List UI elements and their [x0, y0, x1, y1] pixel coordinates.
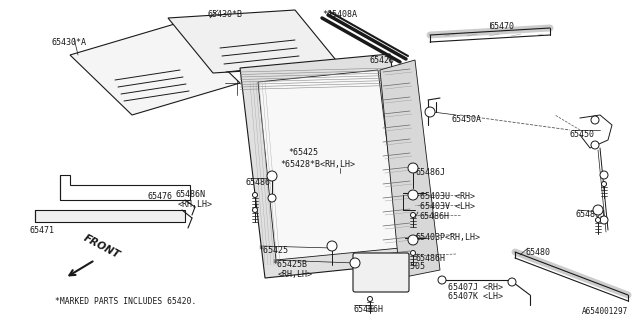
Text: 65403P<RH,LH>: 65403P<RH,LH> — [415, 233, 480, 242]
Circle shape — [602, 181, 607, 187]
Circle shape — [367, 297, 372, 301]
Circle shape — [600, 216, 608, 224]
Text: 65420: 65420 — [370, 56, 395, 65]
Circle shape — [410, 251, 415, 255]
Polygon shape — [380, 60, 440, 278]
Text: 65486T: 65486T — [246, 178, 276, 187]
Text: 65471: 65471 — [30, 226, 55, 235]
Text: 65430*B: 65430*B — [208, 10, 243, 19]
Text: FRONT: FRONT — [82, 233, 122, 260]
Circle shape — [408, 163, 418, 173]
Polygon shape — [70, 23, 240, 115]
Circle shape — [267, 171, 277, 181]
Circle shape — [425, 107, 435, 117]
Text: 65403U <RH>: 65403U <RH> — [420, 192, 475, 201]
Polygon shape — [258, 70, 400, 260]
Circle shape — [508, 278, 516, 286]
Text: <RH,LH>: <RH,LH> — [178, 200, 213, 209]
Polygon shape — [168, 10, 340, 73]
Circle shape — [268, 194, 276, 202]
Circle shape — [327, 241, 337, 251]
Circle shape — [350, 258, 360, 268]
Text: 65450A: 65450A — [452, 115, 482, 124]
Text: *65408A: *65408A — [322, 10, 357, 19]
Text: 65430*A: 65430*A — [52, 38, 87, 47]
Circle shape — [593, 205, 603, 215]
Text: *65425: *65425 — [288, 148, 318, 157]
Text: <RH,LH>: <RH,LH> — [278, 270, 313, 279]
Text: FIG.505: FIG.505 — [390, 262, 425, 271]
Text: 65480: 65480 — [526, 248, 551, 257]
Circle shape — [410, 212, 415, 218]
Text: 65486H: 65486H — [420, 212, 450, 221]
Text: 65407J <RH>: 65407J <RH> — [448, 283, 503, 292]
Circle shape — [595, 218, 600, 222]
Text: 65450: 65450 — [570, 130, 595, 139]
Text: *MARKED PARTS INCLUDES 65420.: *MARKED PARTS INCLUDES 65420. — [55, 297, 196, 306]
Text: 65470: 65470 — [490, 22, 515, 31]
Text: 65486J: 65486J — [575, 210, 605, 219]
Text: 65407K <LH>: 65407K <LH> — [448, 292, 503, 301]
FancyBboxPatch shape — [353, 253, 409, 292]
Circle shape — [408, 190, 418, 200]
Circle shape — [408, 235, 418, 245]
Circle shape — [591, 141, 599, 149]
Text: 65486J: 65486J — [416, 168, 446, 177]
Circle shape — [438, 276, 446, 284]
Text: 65486H: 65486H — [415, 254, 445, 263]
Text: A654001297: A654001297 — [582, 307, 628, 316]
Circle shape — [591, 116, 599, 124]
Circle shape — [600, 171, 608, 179]
Text: 65486N: 65486N — [175, 190, 205, 199]
Text: 65486H: 65486H — [354, 305, 384, 314]
Text: *65425B: *65425B — [272, 260, 307, 269]
Polygon shape — [240, 54, 420, 278]
Text: 65476: 65476 — [148, 192, 173, 201]
Polygon shape — [35, 210, 185, 222]
Text: 65403V <LH>: 65403V <LH> — [420, 202, 475, 211]
Text: *65425: *65425 — [258, 246, 288, 255]
Circle shape — [253, 193, 257, 197]
Circle shape — [253, 207, 257, 212]
Text: *65428*B<RH,LH>: *65428*B<RH,LH> — [280, 160, 355, 169]
